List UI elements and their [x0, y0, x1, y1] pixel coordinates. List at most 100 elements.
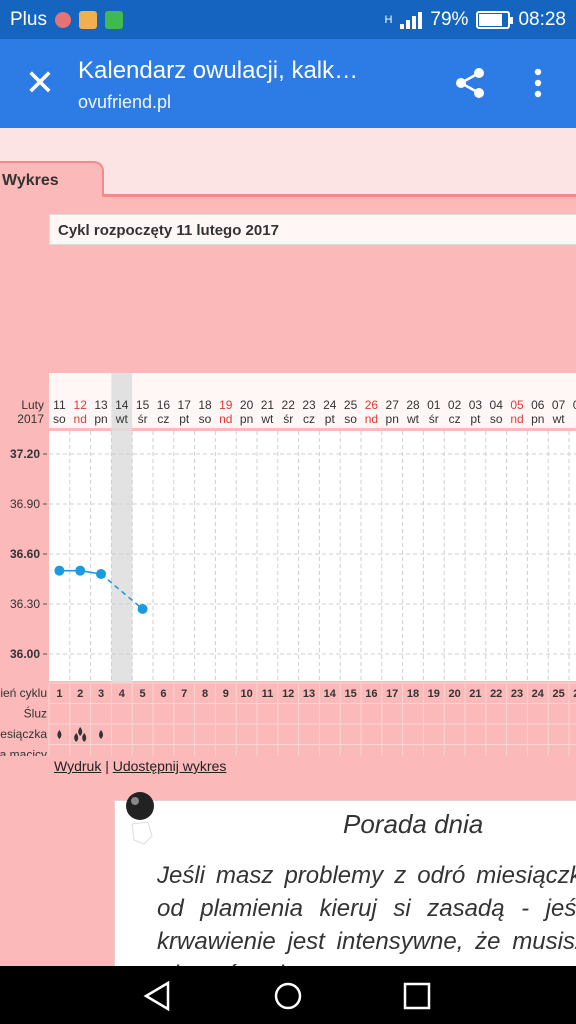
day-weekday: pn [94, 412, 107, 426]
cycle-day-number: 14 [324, 688, 337, 700]
day-weekday: cz [303, 412, 315, 426]
share-chart-link[interactable]: Udostępnij wykres [112, 758, 227, 774]
close-icon[interactable]: ✕ [24, 62, 56, 103]
day-number: 23 [302, 398, 316, 412]
cycle-day-number: 19 [428, 688, 440, 700]
day-number: 14 [115, 398, 129, 412]
day-number: 05 [510, 398, 524, 412]
cycle-day-number: 2 [77, 688, 83, 700]
overflow-menu-icon[interactable] [524, 65, 552, 101]
app-icon [78, 10, 97, 29]
day-number: 17 [178, 398, 192, 412]
cycle-day-number: 10 [240, 688, 252, 700]
day-weekday: so [199, 412, 212, 426]
day-number: 27 [386, 398, 400, 412]
status-bar: Plus H 79% 08:28 [0, 0, 576, 39]
cycle-day-number: 21 [469, 688, 481, 700]
tip-of-day-card: Porada dnia Jeśli masz problemy z odró m… [114, 800, 576, 966]
day-weekday: nd [365, 412, 378, 426]
cycle-day-number: 16 [365, 688, 377, 700]
day-weekday: cz [157, 412, 169, 426]
cycle-day-number: 12 [282, 688, 294, 700]
day-weekday: nd [74, 412, 87, 426]
day-weekday: cz [449, 412, 461, 426]
cycle-title: Cykl rozpoczęty 11 lutego 2017 [49, 214, 576, 245]
day-number: 01 [427, 398, 441, 412]
day-number: 26 [365, 398, 379, 412]
day-weekday: śr [283, 412, 293, 426]
cycle-day-number: 15 [344, 688, 356, 700]
drop-icon [78, 727, 83, 736]
cycle-day-number: 22 [490, 688, 502, 700]
page-url: ovufriend.pl [78, 92, 172, 112]
temperature-point [75, 565, 86, 576]
cycle-day-number: 23 [511, 688, 523, 700]
cycle-day-number: 26 [573, 688, 576, 700]
day-weekday: pt [179, 412, 190, 426]
day-weekday: pn [531, 412, 544, 426]
web-page: Wykres Cykl rozpoczęty 11 lutego 2017 Lu… [0, 128, 576, 966]
day-number: 22 [282, 398, 296, 412]
day-number: 19 [219, 398, 233, 412]
cycle-day-number: 18 [407, 688, 419, 700]
battery-icon [476, 10, 514, 29]
battery-percent: 79% [430, 8, 469, 30]
y-tick-label: 36.90 [10, 497, 40, 511]
drop-icon [82, 733, 87, 742]
table-row-label: ień cyklu [0, 686, 47, 700]
notification-icon [54, 11, 71, 28]
back-icon[interactable] [140, 980, 174, 1012]
network-type-label: H [384, 13, 393, 26]
navigation-bar [0, 966, 576, 1024]
home-icon[interactable] [272, 980, 304, 1012]
browser-toolbar: ✕ Kalendarz owulacji, kalk… ovufriend.pl [0, 39, 576, 128]
carrier-label: Plus [10, 8, 47, 30]
tip-title: Porada dnia [343, 809, 484, 839]
day-number: 28 [406, 398, 420, 412]
day-weekday: wt [552, 412, 566, 426]
temperature-point [54, 565, 65, 576]
y-tick-label: 36.00 [10, 647, 40, 661]
day-number: 13 [94, 398, 108, 412]
day-weekday: pn [386, 412, 399, 426]
clock: 08:28 [518, 8, 566, 30]
day-number: 18 [198, 398, 212, 412]
tab-chart[interactable]: Wykres [0, 161, 104, 197]
cycle-day-number: 8 [202, 688, 208, 700]
day-number: 20 [240, 398, 254, 412]
day-weekday: wt [260, 412, 274, 426]
drop-icon [57, 730, 62, 739]
cycle-day-number: 11 [262, 688, 274, 700]
day-number: 24 [323, 398, 337, 412]
day-weekday: wt [115, 412, 129, 426]
chart-links: Wydruk | Udostępnij wykres [54, 758, 226, 774]
signal-icon [400, 11, 423, 29]
pushpin-icon [126, 792, 154, 845]
tip-text: Jeśli masz problemy z odró miesiączki od… [157, 862, 576, 966]
cycle-day-number: 5 [140, 688, 146, 700]
day-number: 03 [469, 398, 483, 412]
recents-icon[interactable] [402, 981, 432, 1011]
date-header [49, 373, 576, 428]
table-row-label: Śluz [24, 706, 47, 721]
y-tick-label: 37.20 [10, 447, 40, 461]
current-day-highlight [111, 373, 133, 756]
y-tick-label: 36.60 [10, 547, 40, 561]
day-number: 16 [157, 398, 171, 412]
temperature-line-segment [100, 573, 144, 610]
share-icon[interactable] [452, 65, 488, 101]
day-weekday: śr [138, 412, 148, 426]
print-link[interactable]: Wydruk [54, 758, 102, 774]
day-number: 12 [74, 398, 88, 412]
header-month: Luty [21, 398, 44, 412]
header-year: 2017 [17, 412, 44, 426]
day-weekday: pn [240, 412, 253, 426]
cycle-day-number: 25 [552, 688, 564, 700]
day-weekday: wt [406, 412, 420, 426]
table-row-label: a macicy [0, 748, 47, 757]
day-number: 04 [490, 398, 504, 412]
cycle-day-number: 17 [386, 688, 398, 700]
day-weekday: pt [325, 412, 336, 426]
day-number: 21 [261, 398, 275, 412]
cycle-day-number: 3 [98, 688, 104, 700]
